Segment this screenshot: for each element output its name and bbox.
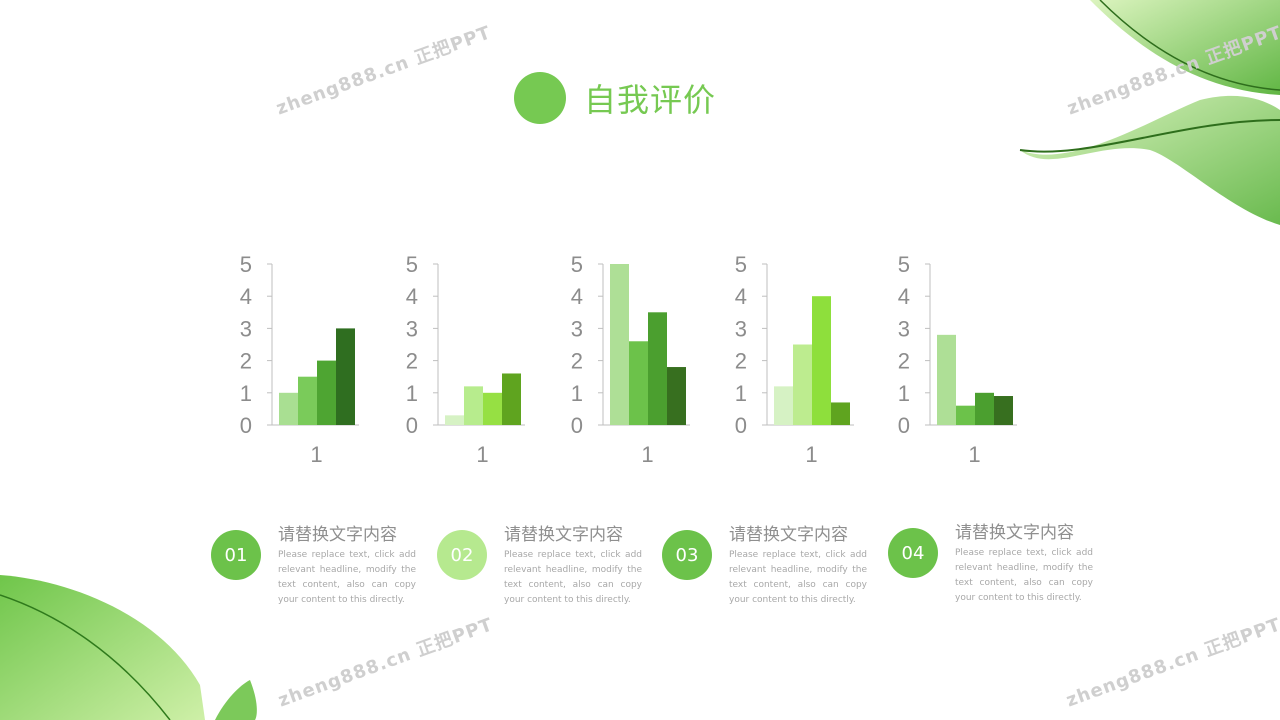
y-tick-label: 0 — [735, 413, 747, 438]
bar — [812, 296, 831, 425]
y-tick-label: 2 — [406, 349, 418, 374]
y-tick-label: 1 — [571, 381, 583, 406]
y-tick-label: 4 — [898, 284, 910, 309]
y-tick-label: 4 — [240, 284, 252, 309]
title-circle-icon — [514, 72, 566, 124]
x-tick-label: 1 — [476, 442, 488, 467]
x-tick-label: 1 — [805, 442, 817, 467]
bar — [298, 376, 317, 425]
bar — [279, 392, 298, 425]
y-tick-label: 5 — [735, 252, 747, 277]
y-tick-label: 4 — [406, 284, 418, 309]
y-tick-label: 2 — [240, 349, 252, 374]
number-badge: 01 — [211, 530, 261, 580]
bar — [648, 312, 667, 425]
bar — [975, 392, 994, 425]
item-body: Please replace text, click add relevant … — [729, 550, 867, 605]
y-tick-label: 1 — [735, 381, 747, 406]
y-tick-label: 2 — [735, 349, 747, 374]
y-tick-label: 0 — [571, 413, 583, 438]
y-tick-label: 3 — [571, 316, 583, 341]
bar — [667, 367, 686, 425]
y-tick-label: 0 — [898, 413, 910, 438]
y-tick-label: 3 — [240, 316, 252, 341]
x-tick-label: 1 — [641, 442, 653, 467]
slide-title: 自我评价 — [514, 72, 716, 124]
bar — [937, 334, 956, 425]
bar — [629, 341, 648, 425]
bar — [774, 386, 793, 425]
x-tick-label: 1 — [968, 442, 980, 467]
bar — [317, 360, 336, 425]
number-badge: 03 — [662, 530, 712, 580]
bar — [956, 405, 975, 425]
bar — [994, 396, 1013, 425]
y-tick-label: 2 — [571, 349, 583, 374]
y-tick-label: 5 — [898, 252, 910, 277]
y-tick-label: 3 — [406, 316, 418, 341]
y-tick-label: 0 — [240, 413, 252, 438]
item-body: Please replace text, click add relevant … — [504, 550, 642, 605]
item-body: Please replace text, click add relevant … — [278, 550, 416, 605]
title-text: 自我评价 — [584, 81, 717, 119]
y-tick-label: 3 — [898, 316, 910, 341]
y-tick-label: 2 — [898, 349, 910, 374]
number-badge: 02 — [437, 530, 487, 580]
bar — [502, 373, 521, 425]
bar — [610, 264, 629, 425]
item-title: 请替换文字内容 — [729, 525, 848, 545]
y-tick-label: 3 — [735, 316, 747, 341]
y-tick-label: 1 — [240, 381, 252, 406]
y-tick-label: 5 — [406, 252, 418, 277]
item-body: Please replace text, click add relevant … — [955, 548, 1093, 603]
y-tick-label: 5 — [240, 252, 252, 277]
y-tick-label: 1 — [898, 381, 910, 406]
item-title: 请替换文字内容 — [955, 523, 1074, 543]
y-tick-label: 4 — [571, 284, 583, 309]
y-tick-label: 0 — [406, 413, 418, 438]
bar — [483, 392, 502, 425]
bar — [336, 328, 355, 425]
number-badge: 04 — [888, 528, 938, 578]
x-tick-label: 1 — [310, 442, 322, 467]
y-tick-label: 1 — [406, 381, 418, 406]
bar — [831, 402, 850, 425]
item-title: 请替换文字内容 — [504, 525, 623, 545]
y-tick-label: 5 — [571, 252, 583, 277]
leaf-bottom-left-image — [0, 575, 257, 720]
bar — [464, 386, 483, 425]
item-title: 请替换文字内容 — [278, 525, 397, 545]
y-tick-label: 4 — [735, 284, 747, 309]
bar — [793, 344, 812, 425]
leaf-top-right-image — [1019, 0, 1280, 225]
bar — [445, 415, 464, 425]
